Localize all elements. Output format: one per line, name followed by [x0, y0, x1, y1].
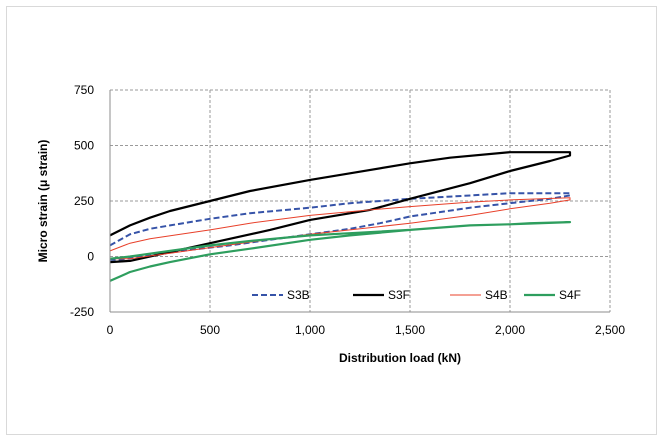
x-tick-label: 500	[200, 323, 220, 337]
y-tick-label: 0	[87, 250, 94, 264]
legend-label-s3f: S3F	[388, 288, 410, 302]
y-tick-label: 750	[74, 83, 94, 97]
series-line-s4f	[109, 221, 572, 282]
y-tick-label: -250	[70, 305, 94, 319]
y-tick-label: 500	[74, 139, 94, 153]
tick-labels: 0 500 1,000 1,500 2,000 2,500 -250 0 250 500 750	[70, 83, 625, 337]
y-tick-label: 250	[74, 194, 94, 208]
strain-load-chart: 0 500 1,000 1,500 2,000 2,500 -250 0 250 500 750 M…	[36, 83, 625, 365]
y-axis-title: Micro strain (μ strain)	[36, 140, 50, 263]
chart-frame: 0 500 1,000 1,500 2,000 2,500 -250 0 250 500 750 M…	[6, 6, 657, 435]
axes	[109, 90, 610, 313]
x-axis-title: Distribution load (kN)	[339, 351, 461, 365]
legend-label-s4f: S4F	[559, 288, 581, 302]
x-tick-label: 0	[107, 323, 114, 337]
legend-label-s4b: S4B	[485, 288, 508, 302]
x-tick-label: 2,500	[595, 323, 625, 337]
x-tick-label: 1,000	[295, 323, 325, 337]
legend-label-s3b: S3B	[287, 288, 310, 302]
x-tick-label: 1,500	[395, 323, 425, 337]
x-tick-label: 2,000	[495, 323, 525, 337]
legend: S3B S3F S4B S4F	[252, 288, 581, 302]
series-line-s3f	[109, 151, 572, 264]
series-lines	[109, 151, 572, 282]
series-line-s4b	[109, 197, 571, 260]
gridlines	[110, 89, 611, 313]
